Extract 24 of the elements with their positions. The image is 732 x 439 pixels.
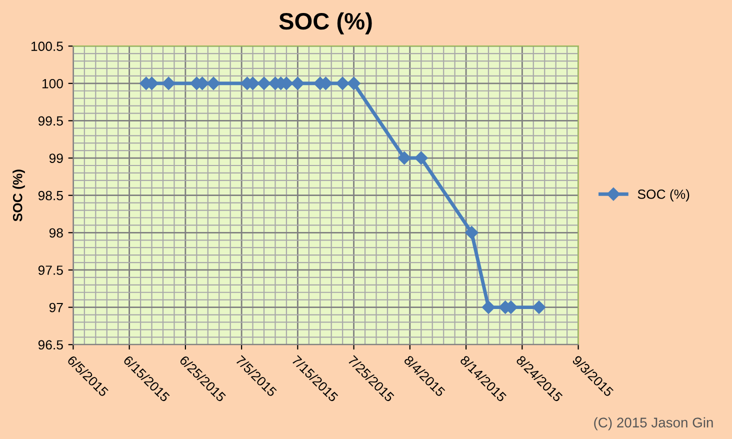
y-tick-label: 99.5 [38,116,63,126]
point [291,76,304,90]
text: (C) 2015 Jason Gin [594,417,713,430]
point [398,151,411,165]
y-tick-label: 100.5 [31,42,63,52]
point [257,76,271,90]
y-tick-label: 97.5 [38,266,63,275]
point [206,76,220,90]
point [532,300,546,314]
y-tick-label: 97 [49,302,63,312]
point [414,151,428,165]
y-tick-label: 99 [49,154,63,163]
y-tick-label: 98 [49,228,63,238]
point [347,76,360,90]
legend-label: SOC (%) [638,189,690,202]
y-axis-title: SOC (%) [12,170,25,222]
point [336,76,350,90]
y-tick-label: 98.5 [38,190,63,200]
y-tick-label: 100 [42,78,63,88]
point [465,226,478,240]
point [162,76,176,90]
chart-title: SOC (%) [279,12,372,34]
point [482,300,496,314]
y-tick-label: 96.5 [38,340,63,350]
